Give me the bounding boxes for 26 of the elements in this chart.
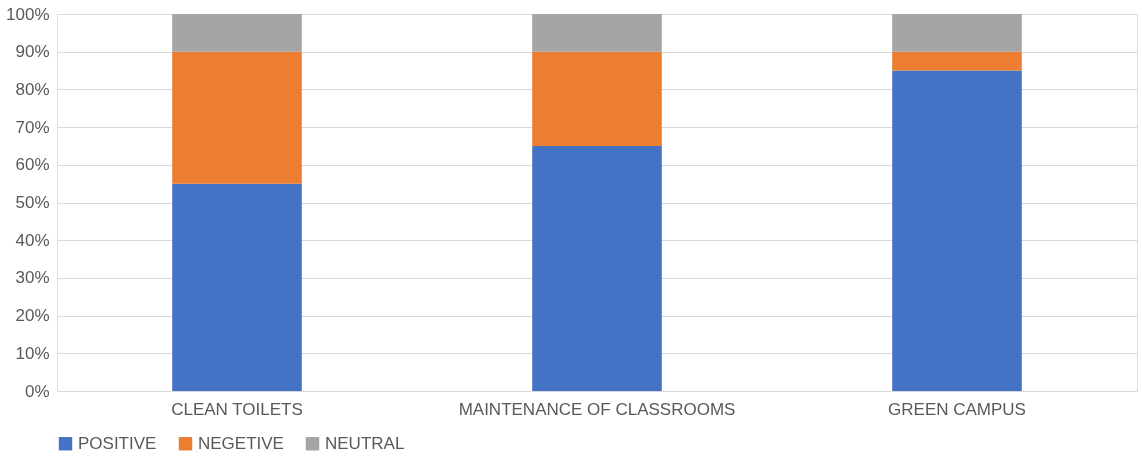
y-tick-label: 80% <box>15 79 50 99</box>
y-tick-label: 0% <box>24 381 50 401</box>
bar <box>892 14 1022 52</box>
x-tick-label: CLEAN TOILETS <box>171 399 303 419</box>
legend-label: NEUTRAL <box>325 433 405 453</box>
y-tick-label: 100% <box>6 4 50 24</box>
bar <box>172 51 302 184</box>
y-tick-label: 60% <box>15 155 50 175</box>
y-tick-label: 20% <box>15 306 50 326</box>
bar <box>172 14 302 52</box>
x-tick-label: MAINTENANCE OF CLASSROOMS <box>458 399 736 419</box>
y-tick-label: 30% <box>15 268 50 288</box>
x-tick-label: GREEN CAMPUS <box>888 399 1026 419</box>
y-tick-label: 40% <box>15 230 50 250</box>
bar <box>892 70 1022 391</box>
y-tick-label: 70% <box>15 117 50 137</box>
bar <box>532 145 662 391</box>
bar <box>172 183 302 391</box>
legend-label: NEGETIVE <box>198 433 284 453</box>
bar <box>892 51 1022 71</box>
y-tick-label: 10% <box>15 343 50 363</box>
legend-label: POSITIVE <box>78 433 157 453</box>
y-tick-label: 90% <box>15 42 50 62</box>
bar <box>532 51 662 146</box>
y-tick-label: 50% <box>15 193 50 212</box>
bar <box>532 14 662 52</box>
